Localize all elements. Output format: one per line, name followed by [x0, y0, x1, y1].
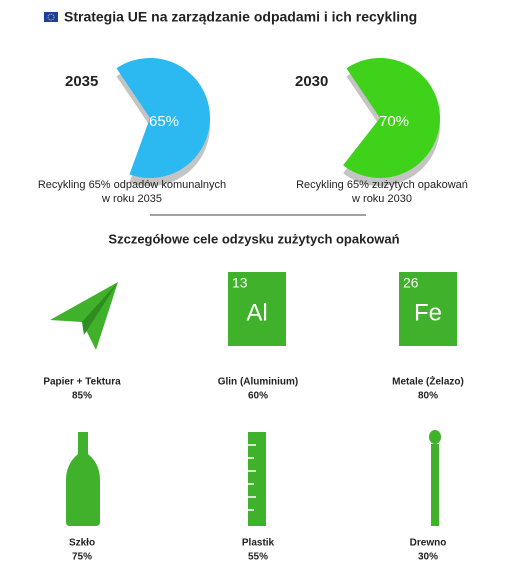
match-head — [429, 430, 441, 444]
pie-label: 70% — [379, 113, 409, 130]
paper-plane-fold — [82, 282, 118, 335]
item-name: Plastik — [242, 538, 275, 549]
element-number: 26 — [403, 275, 419, 291]
pie-caption: Recykling 65% zużytych opakowań — [296, 179, 468, 191]
item-name: Glin (Aluminium) — [218, 377, 299, 388]
ruler-icon — [248, 432, 266, 526]
pie-wedge — [343, 58, 441, 179]
title: Strategia UE na zarządzanie odpadami i i… — [64, 9, 417, 25]
match-stick — [431, 444, 439, 526]
pie-caption: Recykling 65% odpadów komunalnych — [38, 179, 226, 191]
subtitle: Szczegółowe cele odzysku zużytych opakow… — [108, 231, 399, 246]
year-label: 2035 — [65, 73, 98, 90]
item-percent: 80% — [418, 391, 438, 402]
item-percent: 75% — [72, 552, 92, 563]
pie-wedge — [116, 58, 211, 179]
item-percent: 60% — [248, 391, 268, 402]
pie-caption: w roku 2030 — [351, 193, 412, 205]
element-number: 13 — [232, 275, 248, 291]
element-symbol: Al — [246, 299, 267, 326]
paper-plane-icon — [50, 282, 118, 350]
item-name: Papier + Tektura — [43, 377, 121, 388]
pie-label: 65% — [149, 113, 179, 130]
year-label: 2030 — [295, 73, 328, 90]
ruler-ticks — [248, 444, 256, 511]
pie-caption: w roku 2035 — [101, 193, 162, 205]
item-name: Metale (Żelazo) — [392, 375, 464, 388]
item-name: Szkło — [69, 538, 95, 549]
element-box — [399, 272, 457, 346]
bottle-icon — [66, 432, 100, 526]
element-symbol: Fe — [414, 299, 442, 326]
element-box — [228, 272, 286, 346]
item-name: Drewno — [410, 538, 447, 549]
item-percent: 55% — [248, 552, 268, 563]
item-percent: 30% — [418, 552, 438, 563]
item-percent: 85% — [72, 391, 92, 402]
eu-flag — [44, 12, 58, 22]
